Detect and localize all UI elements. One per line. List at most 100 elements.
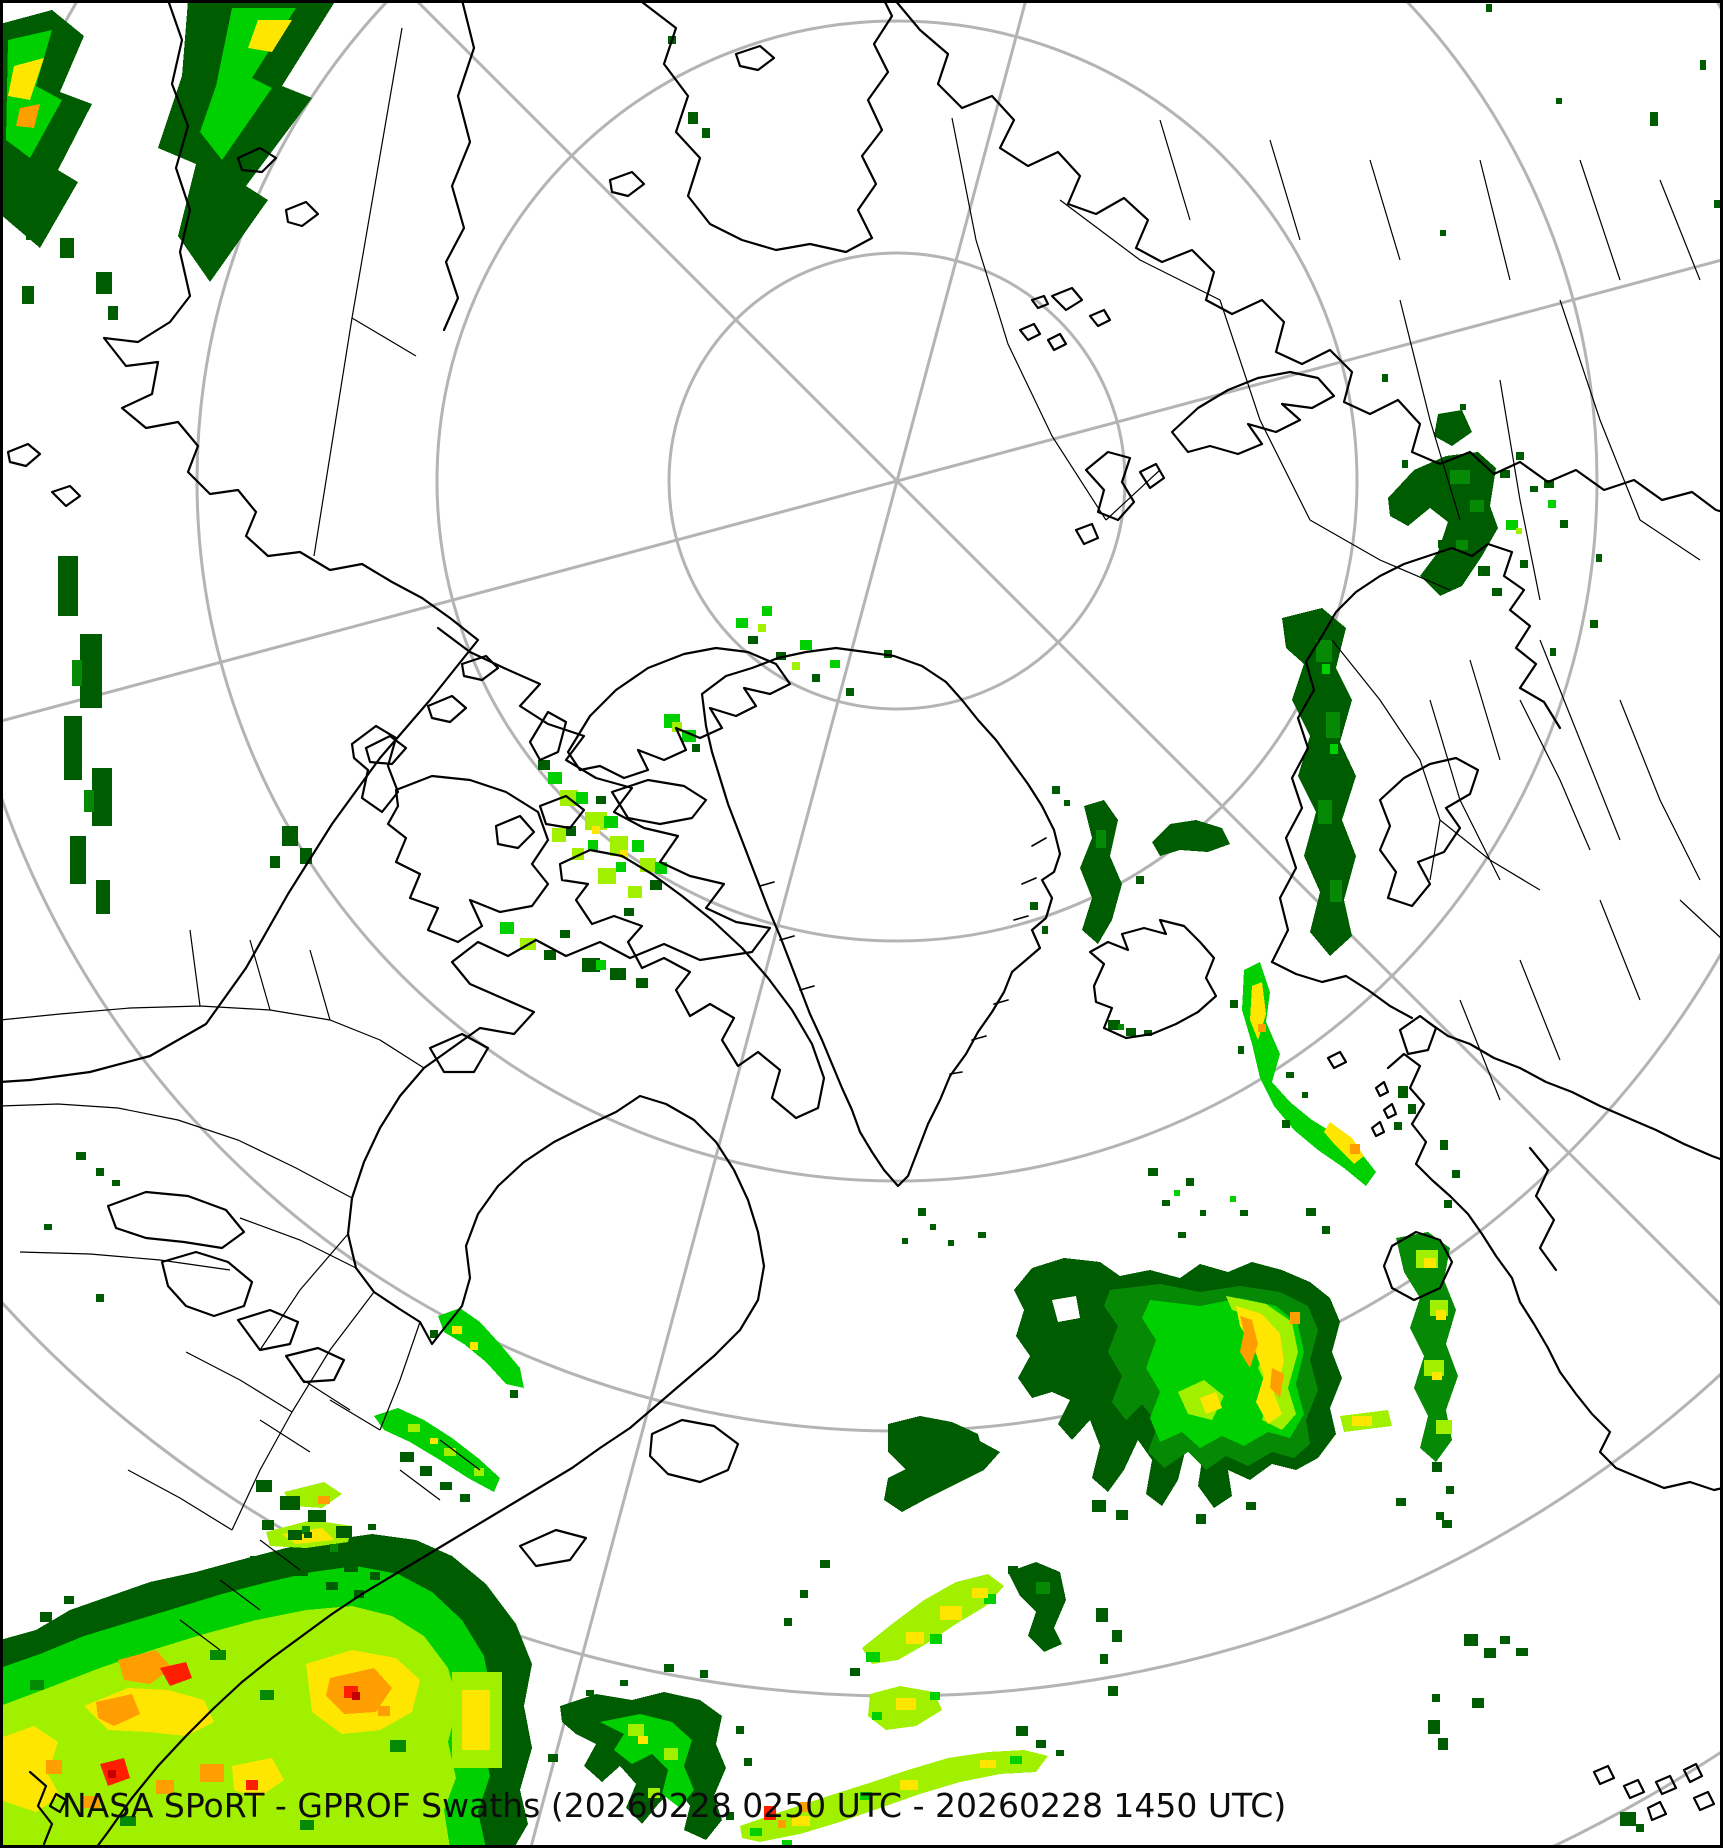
rain-speckle [44,1224,52,1230]
rain-speckle [884,650,892,658]
rain-speckle [1700,60,1706,70]
swath-alaska-left-orange [16,104,40,128]
rain-speckle [764,1806,776,1820]
swath-quebec-streak-b [374,1408,500,1492]
rain-speckle [460,1494,470,1502]
rain-speckle [596,796,606,804]
rain-speckle [1042,926,1048,934]
rain-speckle [560,930,570,938]
rain-speckle [80,634,102,708]
rain-speckle [1016,1726,1028,1736]
rain-speckle [1116,1510,1128,1520]
rain-speckle [316,1548,332,1560]
rain-speckle [30,1680,44,1690]
coastline-iceland [1088,918,1218,1040]
borders-russia [951,117,1723,1101]
rain-speckle [748,636,758,644]
rain-speckle [336,1526,352,1538]
rain-speckle [1200,1210,1206,1216]
rain-speckle [76,1152,86,1160]
rain-speckle [648,1788,660,1798]
rain-speckle [782,1840,792,1848]
rain-speckle [1350,1144,1360,1154]
island-newfoundland [648,1418,740,1484]
coastline-alaska-north [442,0,476,332]
rain-speckle [744,1758,752,1766]
rain-speckle [386,1556,396,1564]
rain-speckle [1030,902,1038,910]
rain-speckle [792,1816,810,1826]
swath-south-band [740,1750,1048,1842]
coastline-scandinavia-baltic-side [1270,960,1414,1020]
rain-speckle [1008,1566,1018,1574]
rain-speckle [820,1560,830,1568]
rain-speckle [1394,1122,1402,1130]
rain-speckle [1516,528,1522,534]
rain-speckle [592,826,600,834]
rain-speckle [70,836,86,884]
island-banks [350,724,400,814]
political-borders [0,27,1723,1651]
rain-speckle [1590,620,1598,628]
coastline-europe-right-edge [1528,1146,1558,1272]
rain-speckle [650,880,662,890]
rain-speckle [664,1664,674,1672]
rain-speckle [702,128,710,138]
rain-speckle [282,826,298,846]
rain-speckle [1230,1196,1236,1202]
rain-speckle [1432,1694,1440,1702]
rain-speckle [26,214,42,240]
rain-speckle [1548,500,1556,508]
rain-speckle [1650,112,1658,126]
rain-speckle [1108,1020,1120,1030]
rain-speckle [1544,480,1554,488]
rain-speckle [1126,1028,1136,1036]
rain-speckle [1246,1502,1256,1510]
rain-speckle [638,1736,648,1744]
swath-whitesea-dark [1388,452,1498,596]
rain-speckle [400,1452,414,1462]
rain-speckle [1432,1372,1442,1380]
rain-speckle [980,1760,996,1768]
rain-speckle [72,660,82,686]
swath-whitesea-lobe [1434,410,1472,446]
rain-speckle [444,1448,456,1456]
rain-speckle [1530,486,1538,492]
coastline-denmark [1398,1014,1438,1056]
rain-speckle [96,1168,104,1176]
rain-speckle [1136,876,1144,884]
rain-speckle [210,1650,226,1660]
island-left-edge-a [6,442,42,468]
rain-speckle [800,1802,810,1812]
rain-speckle [1440,1140,1448,1150]
swath-storm-mid-hole [1052,1296,1080,1322]
island-axel [528,710,568,762]
rain-speckle [58,556,78,616]
swath-alaska-left-yellow [8,58,44,100]
rain-speckle [1238,1046,1244,1054]
rain-speckle [1486,4,1492,12]
rain-speckle [1460,404,1466,410]
rain-speckle [1306,1208,1316,1216]
rain-speckle [64,716,82,780]
rain-speckle [610,968,626,980]
rain-speckle [378,1706,390,1716]
rain-speckle [1196,1514,1206,1524]
rain-speckle [112,1180,120,1186]
island-left-edge-b [50,484,82,508]
rain-speckle [1436,1512,1444,1520]
rain-speckle [896,1698,916,1710]
lake-superior [106,1190,246,1250]
rain-speckle [84,790,94,812]
rain-speckle [1464,1634,1478,1646]
swath-storm-tail-b [884,1440,1000,1512]
rain-speckle [586,1690,594,1696]
island-faroe [1326,1050,1348,1070]
borders-north-america [0,27,481,1651]
rain-speckle [800,1590,808,1598]
island-princeofwales [494,814,536,850]
rain-speckle [1428,1720,1440,1734]
rain-speckle [620,850,628,858]
